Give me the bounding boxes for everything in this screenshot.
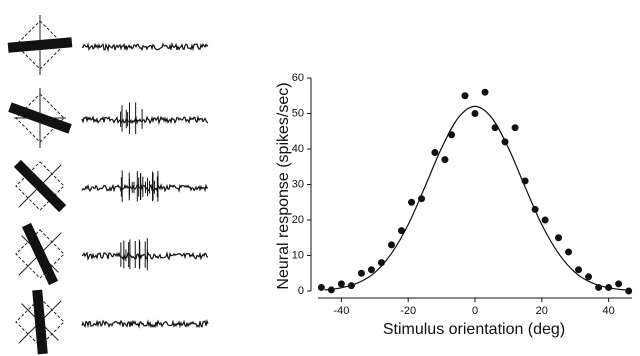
data-point [511, 124, 519, 132]
stimulus-icon [15, 222, 65, 286]
data-point [605, 283, 613, 291]
y-tick-label: 40 [292, 143, 304, 155]
receptive-field [15, 93, 65, 143]
data-point [337, 280, 345, 288]
stimulus-icon [15, 289, 65, 355]
data-point [377, 259, 385, 267]
data-point [431, 149, 439, 157]
data-point [347, 282, 355, 290]
data-point [491, 124, 499, 132]
fit-curve [324, 105, 626, 291]
data-point [555, 234, 563, 242]
data-point [408, 198, 416, 206]
data-point [387, 241, 395, 249]
x-tick-label: -40 [333, 305, 349, 317]
spike-trace [81, 41, 209, 52]
data-point [615, 280, 623, 288]
spike-trace [81, 114, 209, 126]
data-point [625, 287, 633, 295]
data-point [367, 266, 375, 274]
data-point [398, 227, 406, 235]
data-point [575, 266, 583, 274]
data-point [481, 88, 489, 96]
data-point [541, 216, 549, 224]
data-point [521, 177, 529, 185]
y-tick-label: 60 [292, 72, 304, 84]
y-tick-label: 30 [292, 178, 304, 190]
y-tick-label: 0 [298, 285, 304, 297]
data-point [585, 273, 593, 281]
stimulus-icon [7, 15, 73, 75]
data-point [441, 156, 449, 164]
stimulus-panel [7, 15, 209, 355]
y-axis-label: Neural response (spikes/sec) [275, 82, 292, 289]
bar-stimulus [13, 159, 67, 213]
data-point [418, 195, 426, 203]
data-point [357, 269, 365, 277]
data-point [461, 92, 469, 100]
data-point [565, 248, 573, 256]
x-tick-label: 40 [602, 305, 614, 317]
stimulus-icon [13, 159, 67, 213]
y-tick-label: 50 [292, 107, 304, 119]
spike-trace [81, 318, 209, 329]
y-tick-label: 10 [292, 249, 304, 261]
data-point [531, 205, 539, 213]
x-axis-label: Stimulus orientation (deg) [383, 321, 565, 338]
y-tick-label: 20 [292, 214, 304, 226]
x-tick-label: -20 [400, 305, 416, 317]
bar-stimulus [7, 37, 73, 53]
bar-stimulus [21, 222, 59, 286]
x-tick-label: 20 [536, 305, 548, 317]
bar-stimulus [8, 102, 72, 134]
data-point [501, 138, 509, 146]
stimulus-icon [8, 88, 72, 148]
data-point [595, 283, 603, 291]
data-point [471, 110, 479, 117]
x-tick-label: 0 [472, 305, 478, 317]
data-point [327, 286, 335, 294]
data-point [317, 283, 325, 291]
data-point [448, 131, 456, 139]
bar-stimulus [32, 289, 48, 355]
